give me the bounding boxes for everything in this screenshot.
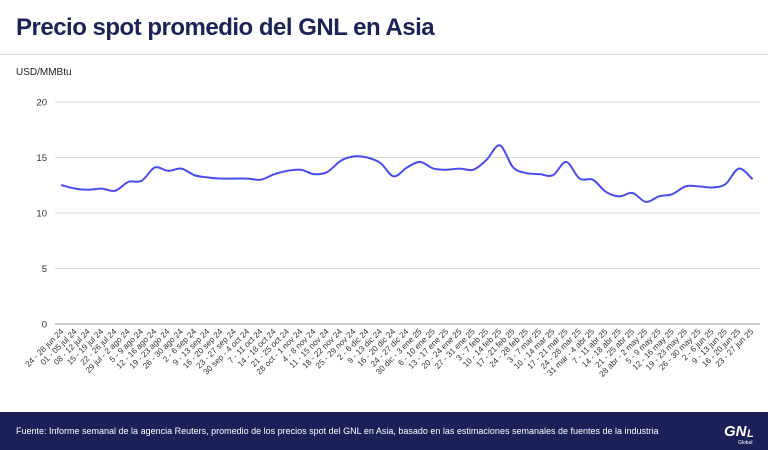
series-layer <box>61 144 753 203</box>
y-axis-unit-label: USD/MMBtu <box>16 67 72 78</box>
svg-text:L: L <box>747 428 754 440</box>
y-tick-label: 10 <box>36 209 47 220</box>
y-tick-label: 20 <box>36 98 47 109</box>
y-axis-ticks: 0 5 10 15 20 <box>36 98 47 331</box>
title-divider <box>0 54 768 55</box>
gnl-global-logo: GN L Global <box>724 423 754 446</box>
y-tick-label: 15 <box>36 153 47 164</box>
footer-bar: Fuente: Informe semanal de la agencia Re… <box>0 412 768 450</box>
chart-title: Precio spot promedio del GNL en Asia <box>16 14 435 41</box>
svg-text:Global: Global <box>738 440 752 446</box>
y-tick-label: 0 <box>42 320 47 331</box>
svg-text:GN: GN <box>724 423 748 440</box>
source-note: Fuente: Informe semanal de la agencia Re… <box>16 426 659 436</box>
gridlines <box>55 101 760 325</box>
y-tick-label: 5 <box>42 264 47 275</box>
series-line-lng-price <box>61 144 753 203</box>
